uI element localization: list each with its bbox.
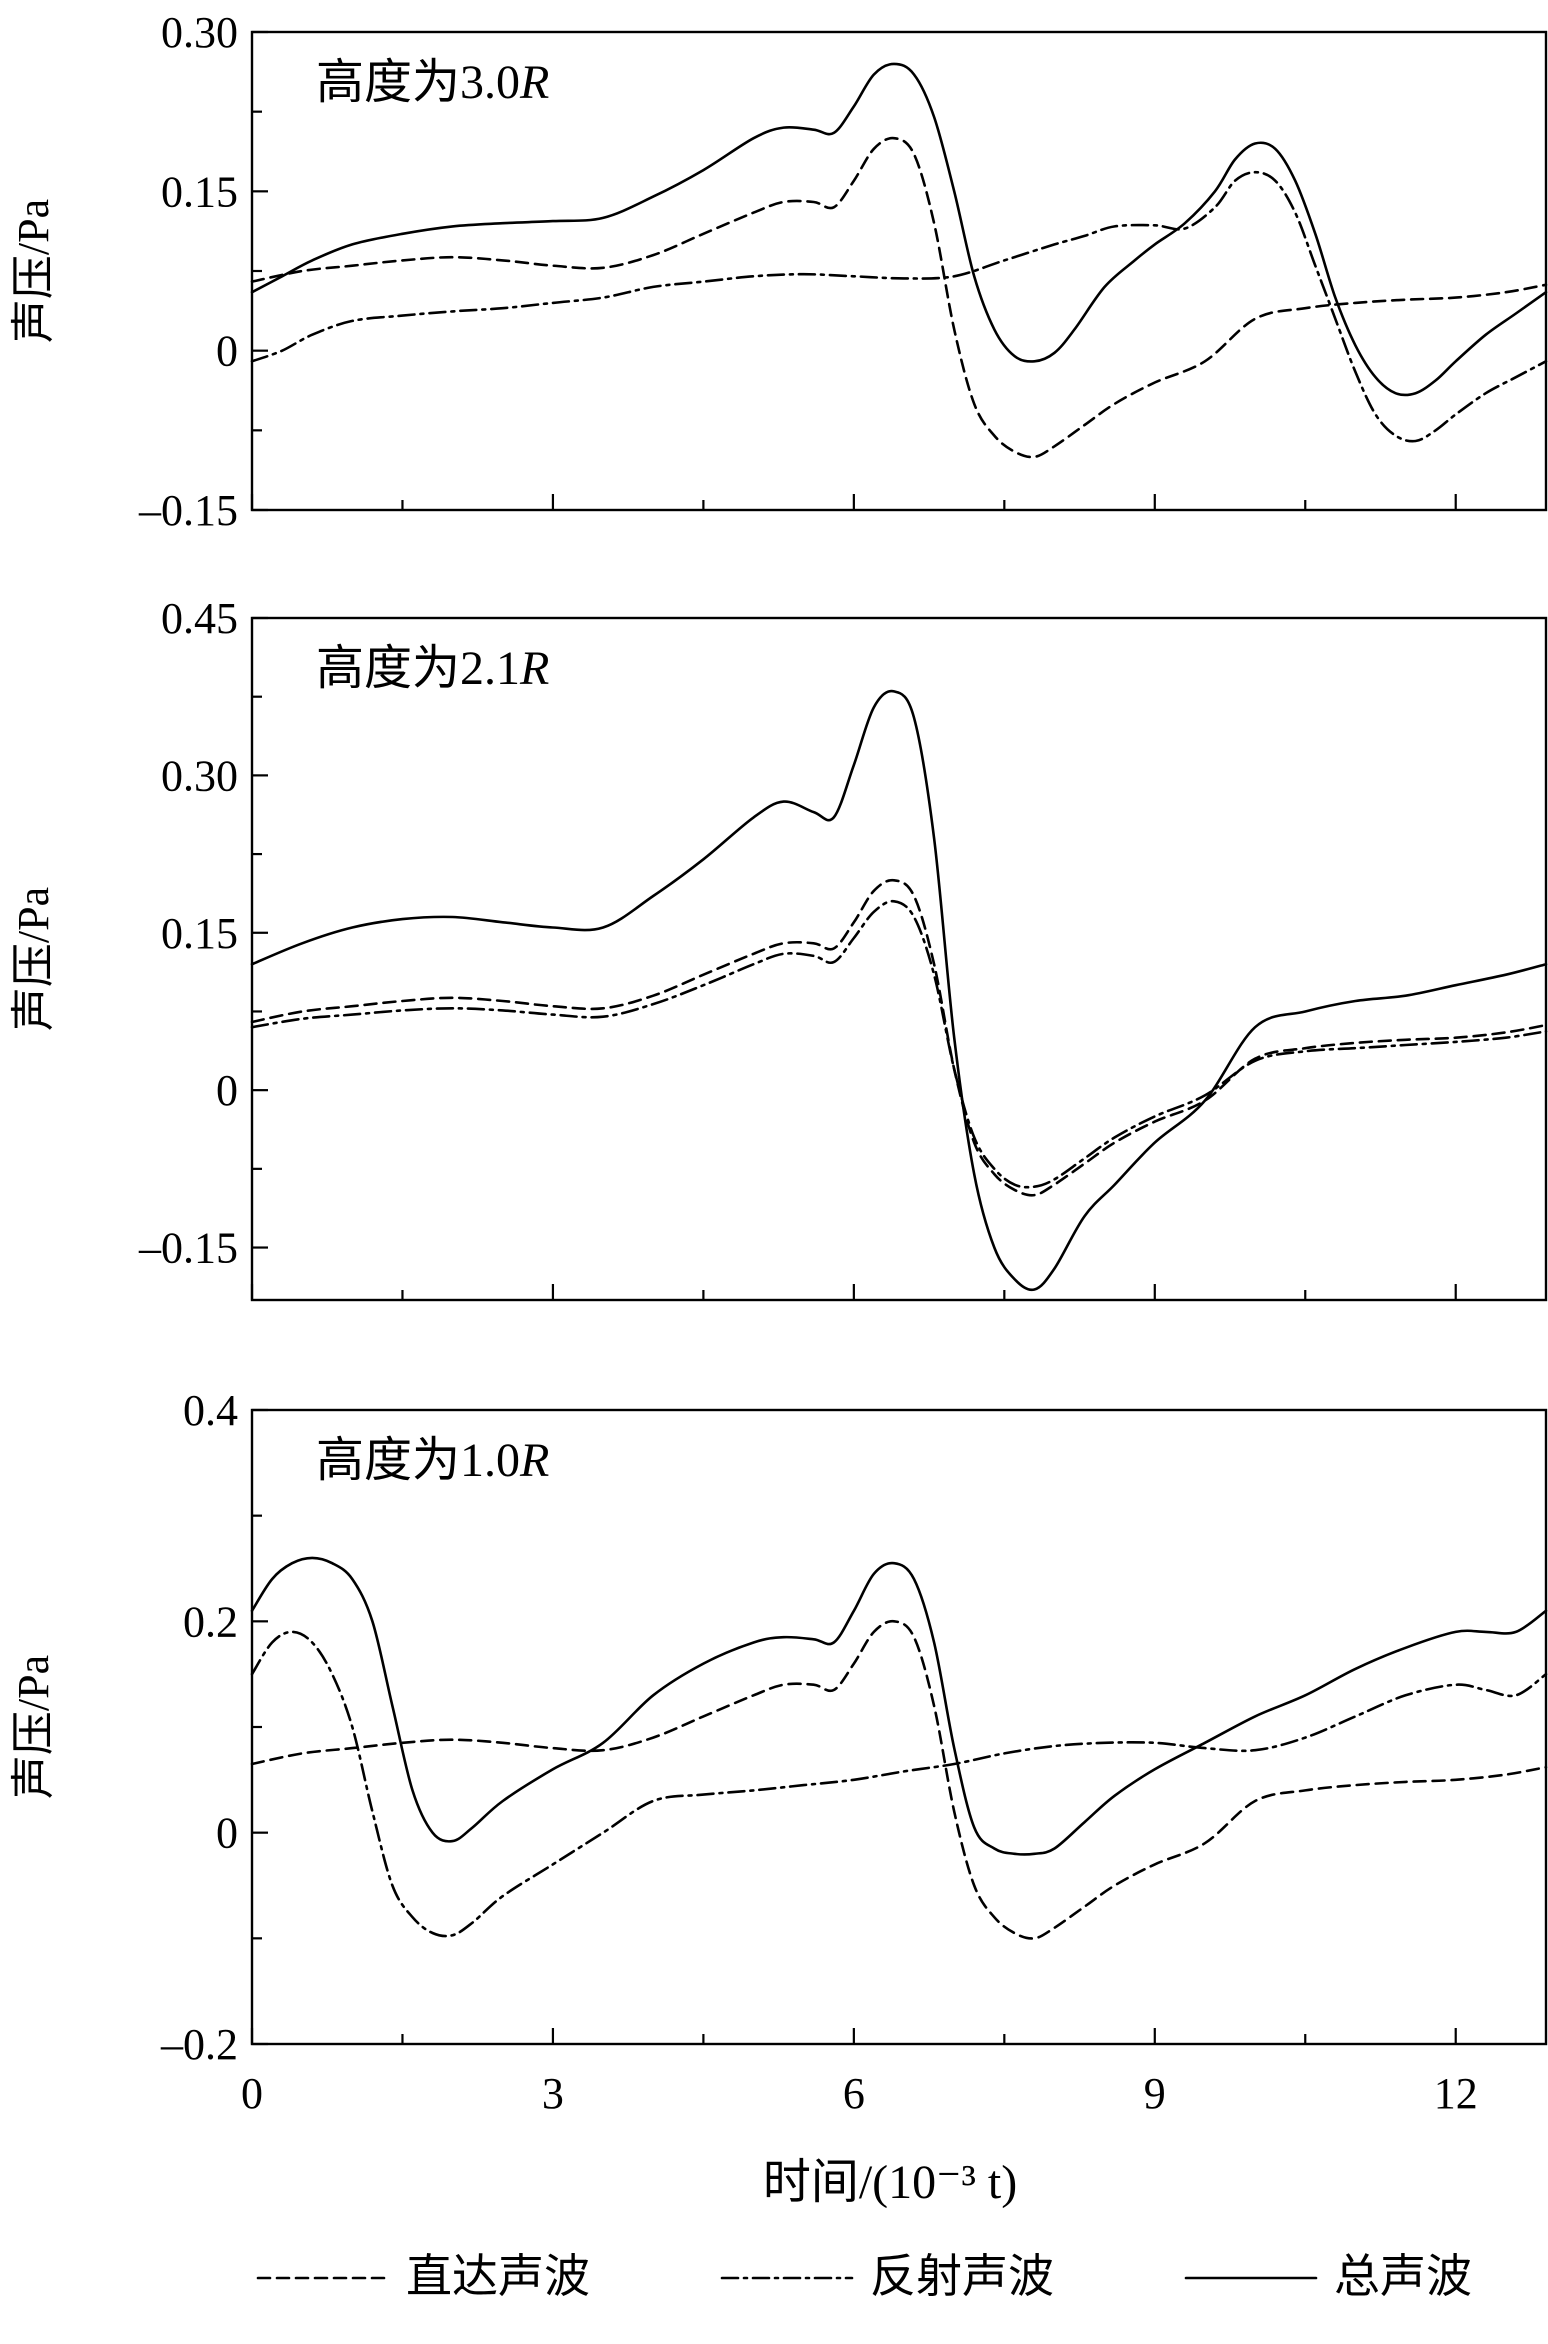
series-dashdot-line xyxy=(250,170,1548,443)
series-solid-line xyxy=(250,689,1548,1292)
x-tick-label: 6 xyxy=(843,2069,865,2118)
series-solid-line xyxy=(250,62,1548,397)
panel-title: 高度为1.0R xyxy=(316,1434,549,1487)
legend: 直达声波 反射声波 总声波 xyxy=(256,2251,1472,2302)
y-axis-label: 声压/Pa xyxy=(9,1655,58,1799)
legend-item: 反射声波 xyxy=(720,2251,1054,2302)
legend-item: 直达声波 xyxy=(256,2251,590,2302)
y-tick-label: 0.15 xyxy=(161,909,238,958)
panel-2: –0.15 0 0.15 0.30 0.45 声压/Pa 高度为2.1R xyxy=(9,594,1548,1302)
legend-label: 总声波 xyxy=(1334,2251,1472,2302)
series-dashed-line xyxy=(250,136,1548,459)
y-tick-label: 0 xyxy=(216,327,238,376)
y-tick-label: 0.2 xyxy=(183,1597,238,1646)
y-tick-label: –0.15 xyxy=(138,486,238,535)
panel-1: –0.15 0 0.15 0.30 声压/Pa 高度为3.0R xyxy=(9,8,1548,535)
series-dashdot-line xyxy=(250,1630,1548,1938)
panel-title: 高度为2.1R xyxy=(316,642,549,695)
y-tick-label: 0 xyxy=(216,1809,238,1858)
x-tick-label: 12 xyxy=(1434,2069,1478,2118)
x-tick-label: 3 xyxy=(542,2069,564,2118)
legend-label: 直达声波 xyxy=(406,2251,590,2302)
panel-title: 高度为3.0R xyxy=(316,56,549,109)
series-dashed-line xyxy=(250,1619,1548,1940)
series-solid-line xyxy=(250,1556,1548,1856)
y-axis-label: 声压/Pa xyxy=(9,199,58,343)
legend-item: 总声波 xyxy=(1184,2251,1472,2302)
y-tick-label: 0.15 xyxy=(161,167,238,216)
y-tick-label: 0.4 xyxy=(183,1386,238,1435)
series-dashdot-line xyxy=(250,899,1548,1189)
x-axis-label: 时间/(10⁻³ t) xyxy=(763,2156,1017,2209)
y-tick-label: –0.15 xyxy=(138,1224,238,1273)
x-tick-label: 9 xyxy=(1144,2069,1166,2118)
chart-panels: –0.15 0 0.15 0.30 声压/Pa 高度为3.0R –0.15 0 0.15 0.30… xyxy=(9,8,1548,2118)
legend-label: 反射声波 xyxy=(870,2251,1054,2302)
x-tick-label: 0 xyxy=(241,2069,263,2118)
y-tick-label: 0 xyxy=(216,1066,238,1115)
panel-3: –0.2 0 0.2 0.4 声压/Pa 高度为1.0R xyxy=(9,1386,1548,2069)
y-tick-label: –0.2 xyxy=(160,2020,238,2069)
y-tick-label: 0.45 xyxy=(161,594,238,643)
series-dashed-line xyxy=(250,878,1548,1197)
x-tick-labels: 0 3 6 9 12 xyxy=(241,2069,1478,2118)
y-axis-label: 声压/Pa xyxy=(9,887,58,1031)
y-tick-label: 0.30 xyxy=(161,8,238,57)
plot-frame xyxy=(250,1408,1548,2046)
y-tick-label: 0.30 xyxy=(161,751,238,800)
plot-frame xyxy=(250,616,1548,1302)
